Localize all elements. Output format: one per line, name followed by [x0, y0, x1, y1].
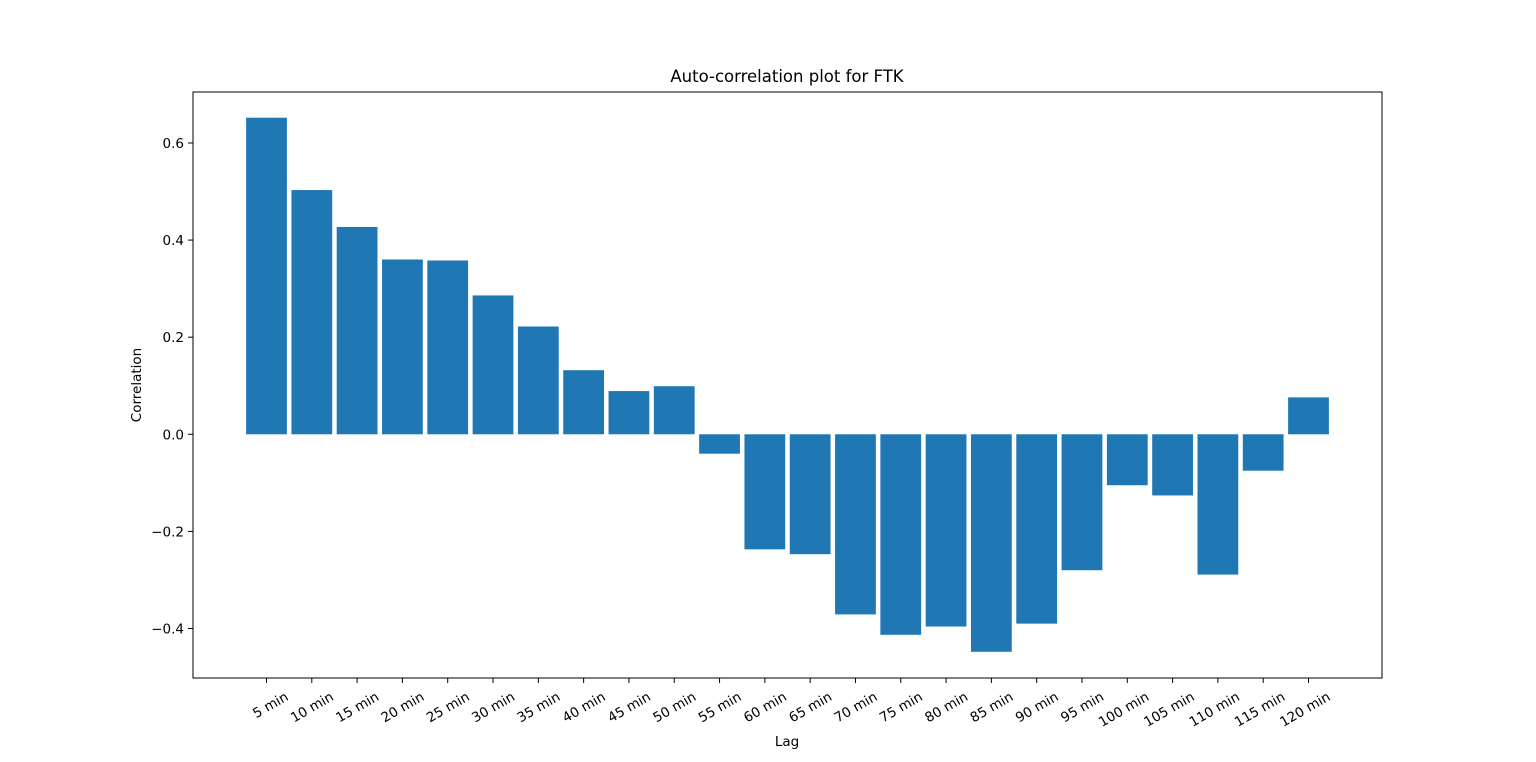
x-tick-label: 55 min: [696, 689, 745, 726]
bar: [336, 226, 378, 435]
bars-group: [246, 117, 1329, 652]
x-tick-label: 65 min: [786, 689, 835, 726]
bar: [699, 434, 740, 454]
bar: [1106, 434, 1148, 486]
y-tick-label: 0.0: [163, 427, 184, 443]
bar: [382, 259, 423, 435]
x-tick-label: 30 min: [469, 689, 518, 726]
y-axis: −0.4 −0.2 0.0 0.2 0.4 0.6: [151, 136, 193, 637]
x-tick-label: 85 min: [968, 689, 1017, 726]
bar: [744, 434, 786, 550]
bar: [653, 386, 695, 435]
x-tick-label: 70 min: [832, 689, 881, 726]
y-tick-label: 0.6: [163, 136, 184, 152]
x-tick-label: 75 min: [877, 689, 926, 726]
y-tick-label: −0.4: [151, 621, 184, 637]
plot-frame: [192, 91, 1383, 679]
x-tick-label: 90 min: [1013, 689, 1062, 726]
bar: [1061, 434, 1103, 571]
bar: [291, 190, 333, 435]
x-tick-label: 25 min: [424, 689, 473, 726]
chart-title: Auto-correlation plot for FTK: [670, 67, 904, 86]
x-tick-label: 20 min: [379, 689, 428, 726]
x-tick-label: 45 min: [605, 689, 654, 726]
bar: [970, 434, 1012, 652]
bar: [925, 434, 967, 627]
x-tick-label: 120 min: [1277, 689, 1333, 731]
y-tick-label: 0.2: [163, 330, 184, 346]
x-tick-label: 10 min: [288, 689, 337, 726]
bar: [608, 391, 650, 435]
x-tick-label: 80 min: [922, 689, 971, 726]
bar: [563, 370, 605, 435]
bar: [1242, 434, 1284, 471]
y-tick-label: −0.2: [151, 524, 184, 540]
bar: [789, 434, 831, 555]
x-tick-label: 110 min: [1187, 689, 1243, 731]
x-tick-label: 40 min: [560, 689, 609, 726]
x-tick-label: 5 min: [250, 689, 291, 722]
x-tick-label: 100 min: [1096, 689, 1152, 731]
x-tick-label: 115 min: [1232, 689, 1288, 731]
bar: [1016, 434, 1058, 624]
y-tick-label: 0.4: [163, 233, 184, 249]
bar: [472, 295, 514, 435]
bar: [517, 326, 559, 435]
bar: [880, 434, 922, 635]
x-tick-label: 15 min: [333, 689, 382, 726]
x-axis-label: Lag: [775, 734, 799, 750]
bar: [246, 117, 287, 435]
x-tick-label: 50 min: [650, 689, 699, 726]
x-tick-label: 60 min: [741, 689, 790, 726]
bar: [427, 260, 469, 435]
bar: [835, 434, 876, 615]
bar: [1288, 397, 1329, 435]
y-axis-label: Correlation: [129, 348, 145, 422]
x-tick-label: 105 min: [1141, 689, 1197, 731]
bar: [1152, 434, 1193, 496]
x-tick-label: 35 min: [514, 689, 563, 726]
bar: [1197, 434, 1239, 575]
